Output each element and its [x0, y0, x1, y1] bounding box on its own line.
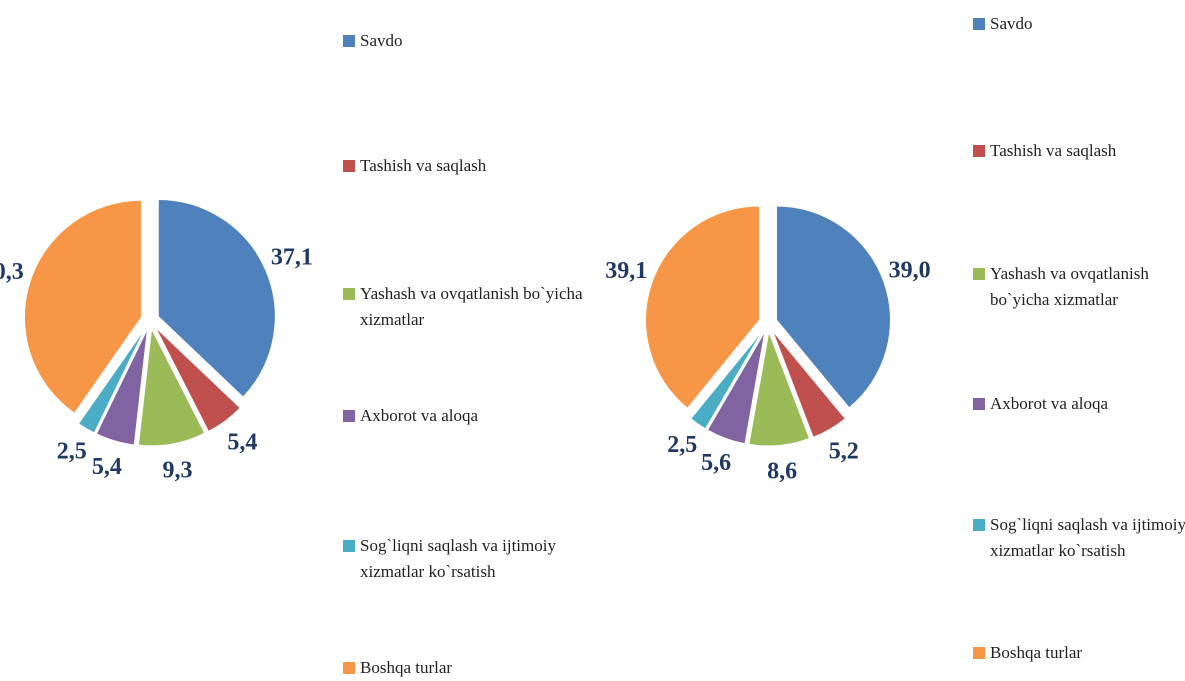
- legend-label: Boshqa turlar: [360, 658, 453, 677]
- legend-entry: Boshqa turlar: [343, 655, 585, 681]
- legend-label: Yashash va ovqatlanish bo`yicha xizmatla…: [990, 264, 1149, 309]
- pie-slice: [154, 326, 241, 433]
- data-label: 5,4: [227, 429, 257, 455]
- legend-swatch: [973, 647, 985, 659]
- legend-swatch: [343, 288, 355, 300]
- legend-label: Yashash va ovqatlanish bo`yicha xizmatla…: [360, 284, 583, 329]
- legend-entry: Tashish va saqlash: [973, 138, 1185, 164]
- data-label: 5,4: [92, 454, 122, 480]
- data-label: 39,1: [605, 258, 647, 284]
- pie-slice: [748, 330, 811, 447]
- pie-slice: [645, 205, 761, 409]
- legend-swatch: [343, 160, 355, 172]
- legend-entry: Axborot va aloqa: [973, 391, 1185, 417]
- legend-entry: Savdo: [973, 11, 1185, 37]
- legend-entry: Sog`liqni saqlash va ijtimoiy xizmatlar …: [343, 533, 585, 585]
- data-label: 39,0: [889, 258, 931, 284]
- legend-entry: Savdo: [343, 28, 585, 54]
- legend-label: Sog`liqni saqlash va ijtimoiy xizmatlar …: [360, 536, 556, 581]
- data-label: 5,6: [701, 450, 731, 476]
- legend-swatch: [343, 662, 355, 674]
- pie-slice: [157, 198, 276, 398]
- legend-entry: Yashash va ovqatlanish bo`yicha xizmatla…: [973, 261, 1185, 313]
- legend-label: Axborot va aloqa: [360, 406, 479, 425]
- data-label: 5,2: [829, 439, 859, 465]
- legend-label: Tashish va saqlash: [990, 141, 1117, 160]
- pie-slice: [23, 199, 142, 414]
- pie-slice: [775, 205, 891, 409]
- legend-entry: Boshqa turlar: [973, 640, 1185, 666]
- data-label: 40,3: [0, 259, 24, 285]
- legend-swatch: [343, 540, 355, 552]
- legend-label: Savdo: [990, 14, 1033, 33]
- pie-slice: [77, 327, 146, 434]
- legend-swatch: [343, 410, 355, 422]
- pie-slice: [95, 328, 148, 446]
- pie-slice: [690, 330, 764, 430]
- data-label: 8,6: [767, 458, 797, 484]
- pie-slice: [772, 330, 846, 438]
- legend-swatch: [973, 145, 985, 157]
- legend-entry: Axborot va aloqa: [343, 403, 585, 429]
- data-label: 2,5: [57, 439, 87, 465]
- legend-label: Boshqa turlar: [990, 643, 1083, 662]
- data-label: 37,1: [271, 245, 313, 271]
- data-label: 9,3: [163, 457, 193, 483]
- legend-entry: Sog`liqni saqlash va ijtimoiy xizmatlar …: [973, 512, 1185, 564]
- legend-swatch: [973, 268, 985, 280]
- pie-slice: [706, 331, 766, 445]
- legend-swatch: [973, 18, 985, 30]
- pie-slice: [137, 327, 206, 447]
- data-label: 2,5: [667, 432, 697, 458]
- legend-swatch: [973, 519, 985, 531]
- legend-swatch: [343, 35, 355, 47]
- legend-swatch: [973, 398, 985, 410]
- legend-entry: Yashash va ovqatlanish bo`yicha xizmatla…: [343, 281, 585, 333]
- legend-label: Sog`liqni saqlash va ijtimoiy xizmatlar …: [990, 515, 1185, 560]
- legend-label: Tashish va saqlash: [360, 156, 487, 175]
- legend-label: Axborot va aloqa: [990, 394, 1109, 413]
- legend-entry: Tashish va saqlash: [343, 153, 585, 179]
- legend-label: Savdo: [360, 31, 403, 50]
